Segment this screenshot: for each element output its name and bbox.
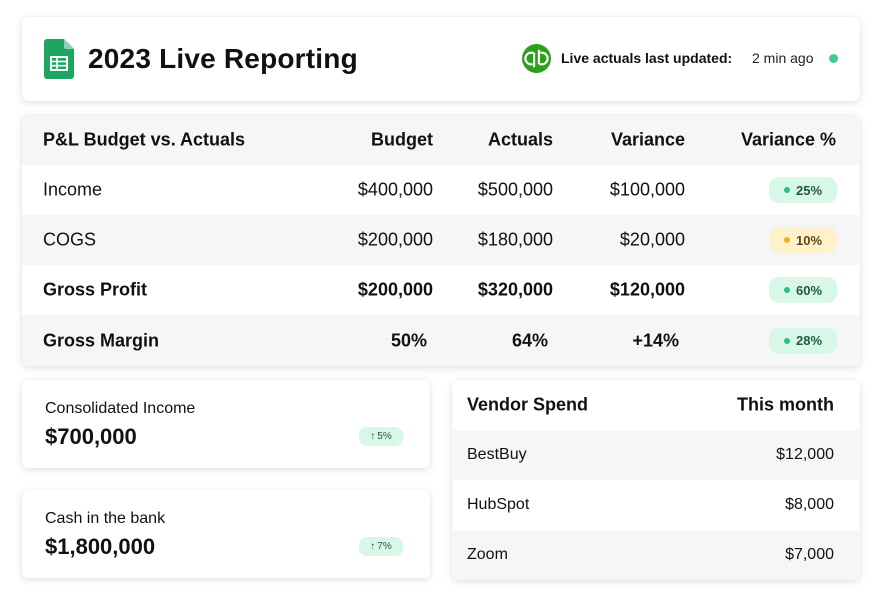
variance-pct-value: 28% [795,333,823,348]
vendor-name: HubSpot [467,496,530,513]
vendor-name: BestBuy [467,446,527,463]
table-row: Gross Profit $200,000 $320,000 $120,000 … [22,265,860,315]
change-value: 7% [377,541,392,552]
vendor-name: Zoom [467,546,508,563]
table-header-row: P&L Budget vs. Actuals Budget Actuals Va… [22,115,860,165]
variance-pct-value: 60% [795,282,823,298]
budget-cell: $200,000 [357,229,433,250]
stat-value: $1,800,000 [45,534,156,559]
actuals-cell: 64% [511,330,548,350]
status-dot [783,187,790,193]
report-header: 2023 Live Reporting Live actuals last up… [22,17,860,101]
budget-cell: 50% [390,330,427,350]
arrow-up-icon: ↑ [370,541,376,552]
table-row: Gross Margin 50% 64% +14% 28% [22,315,860,366]
column-header-budget: Budget [371,129,433,150]
actuals-cell: $320,000 [477,279,553,300]
table-row: HubSpot $8,000 [452,480,860,530]
actuals-cell: $180,000 [477,229,553,250]
vendor-amount: $8,000 [785,496,834,513]
status-dot [783,237,790,243]
budget-cell: $400,000 [357,179,433,200]
row-label: Gross Profit [43,279,148,300]
change-value: 5% [377,431,392,442]
stat-value: $700,000 [45,424,137,449]
variance-pct-value: 10% [795,232,823,248]
row-label: Income [43,179,103,200]
vendor-amount: $12,000 [776,446,834,463]
consolidated-income-card: Consolidated Income $700,000 ↑ 5% [22,380,430,468]
column-header-label: P&L Budget vs. Actuals [43,129,246,150]
status-dot [783,287,790,293]
column-header-variance-pct: Variance % [740,129,836,150]
last-updated-label: Live actuals last updated: [561,50,733,66]
vendor-amount: $7,000 [785,546,834,563]
actuals-cell: $500,000 [477,179,553,200]
change-badge: ↑ 5% [359,427,403,446]
last-updated-value: 2 min ago [752,50,814,66]
table-row: Income $400,000 $500,000 $100,000 25% [22,165,860,215]
column-header-variance: Variance [610,129,685,150]
table-row: COGS $200,000 $180,000 $20,000 10% [22,215,860,265]
variance-cell: $20,000 [619,229,685,250]
page-title: 2023 Live Reporting [88,43,358,74]
variance-pct-badge: 28% [769,327,837,354]
table-header-row: Vendor Spend This month [452,380,860,430]
variance-pct-badge: 10% [769,227,837,253]
column-header-vendor: Vendor Spend [467,394,589,415]
budget-cell: $200,000 [357,279,433,300]
row-label: Gross Margin [43,330,160,350]
arrow-up-icon: ↑ [370,431,376,442]
vendor-spend-table: Vendor Spend This month BestBuy $12,000 … [452,380,860,580]
stat-label: Cash in the bank [45,510,166,527]
variance-pct-badge: 25% [769,177,837,203]
variance-cell: +14% [632,330,679,350]
google-sheets-icon [44,39,74,79]
status-dot [783,337,790,344]
row-label: COGS [43,229,97,250]
pl-budget-table: P&L Budget vs. Actuals Budget Actuals Va… [22,115,860,366]
change-badge: ↑ 7% [359,537,403,556]
variance-pct-value: 25% [795,182,823,198]
live-status-dot [829,54,838,63]
quickbooks-icon [522,44,551,73]
stat-label: Consolidated Income [45,400,196,417]
variance-cell: $100,000 [609,179,685,200]
table-row: BestBuy $12,000 [452,430,860,480]
variance-pct-badge: 60% [769,277,837,303]
column-header-actuals: Actuals [487,129,553,150]
variance-cell: $120,000 [609,279,685,300]
column-header-this-month: This month [737,394,834,415]
table-row: Zoom $7,000 [452,530,860,580]
cash-in-bank-card: Cash in the bank $1,800,000 ↑ 7% [22,490,430,578]
